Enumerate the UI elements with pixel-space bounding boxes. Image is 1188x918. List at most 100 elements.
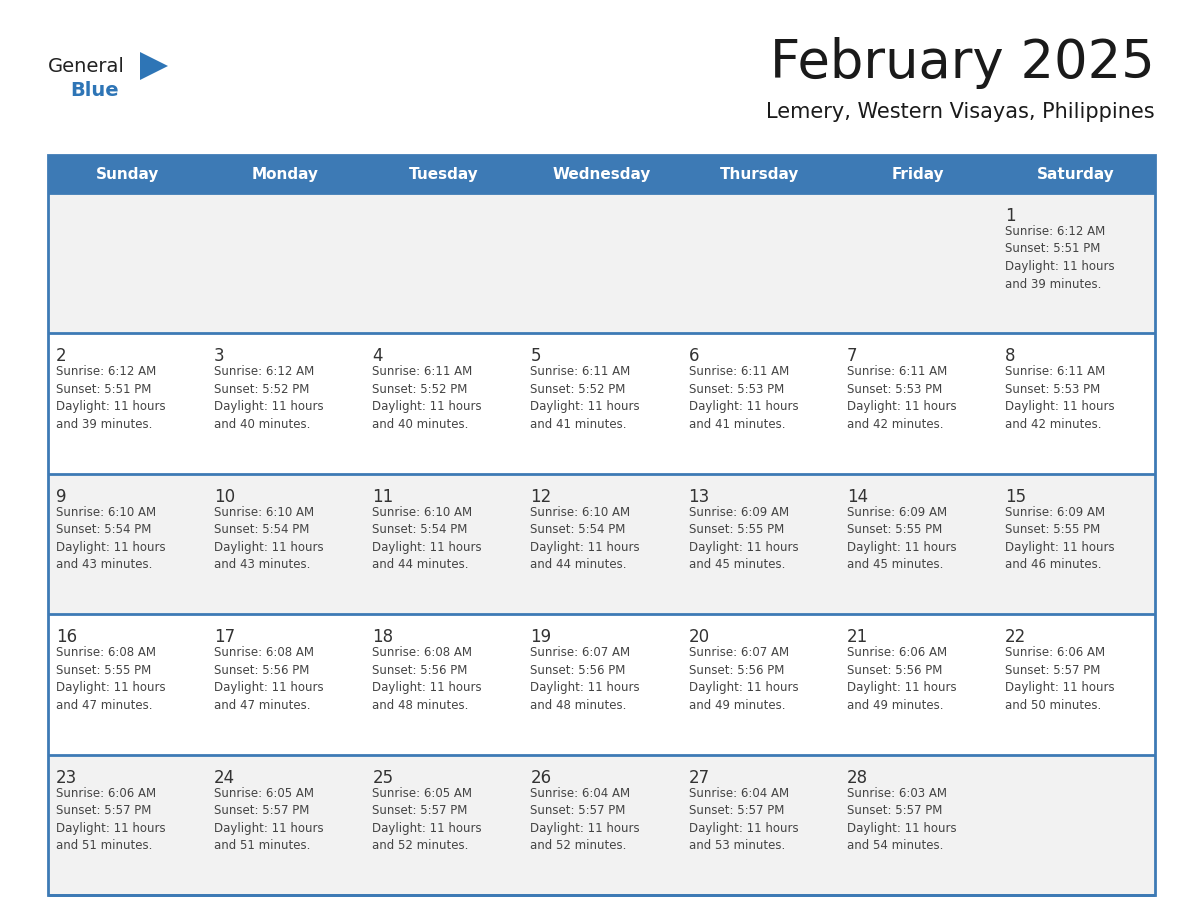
Text: Sunset: 5:53 PM: Sunset: 5:53 PM <box>689 383 784 396</box>
Text: 2: 2 <box>56 347 67 365</box>
Text: Sunrise: 6:11 AM: Sunrise: 6:11 AM <box>689 365 789 378</box>
Text: Sunrise: 6:11 AM: Sunrise: 6:11 AM <box>372 365 473 378</box>
Text: and 42 minutes.: and 42 minutes. <box>847 418 943 431</box>
Text: Sunset: 5:57 PM: Sunset: 5:57 PM <box>372 804 468 817</box>
Text: Sunrise: 6:12 AM: Sunrise: 6:12 AM <box>214 365 315 378</box>
Text: Daylight: 11 hours: Daylight: 11 hours <box>847 400 956 413</box>
Text: Blue: Blue <box>70 81 119 100</box>
Text: Daylight: 11 hours: Daylight: 11 hours <box>214 541 324 554</box>
Text: 4: 4 <box>372 347 383 365</box>
Bar <box>207 155 365 193</box>
Text: and 40 minutes.: and 40 minutes. <box>214 418 310 431</box>
Text: Daylight: 11 hours: Daylight: 11 hours <box>372 541 482 554</box>
Text: Sunrise: 6:06 AM: Sunrise: 6:06 AM <box>847 646 947 659</box>
Text: 14: 14 <box>847 487 868 506</box>
Text: and 50 minutes.: and 50 minutes. <box>1005 699 1101 711</box>
Bar <box>839 155 997 193</box>
Text: Sunday: Sunday <box>95 166 159 182</box>
Text: Daylight: 11 hours: Daylight: 11 hours <box>530 822 640 834</box>
Text: 1: 1 <box>1005 207 1016 225</box>
Text: Sunrise: 6:03 AM: Sunrise: 6:03 AM <box>847 787 947 800</box>
Text: 13: 13 <box>689 487 709 506</box>
Text: Sunrise: 6:04 AM: Sunrise: 6:04 AM <box>530 787 631 800</box>
Text: Daylight: 11 hours: Daylight: 11 hours <box>689 822 798 834</box>
Text: Sunrise: 6:06 AM: Sunrise: 6:06 AM <box>1005 646 1105 659</box>
Text: 25: 25 <box>372 768 393 787</box>
Text: Sunset: 5:51 PM: Sunset: 5:51 PM <box>56 383 151 396</box>
Text: Sunset: 5:52 PM: Sunset: 5:52 PM <box>530 383 626 396</box>
Text: Daylight: 11 hours: Daylight: 11 hours <box>847 822 956 834</box>
Text: and 53 minutes.: and 53 minutes. <box>689 839 785 852</box>
Text: Sunrise: 6:06 AM: Sunrise: 6:06 AM <box>56 787 156 800</box>
Text: February 2025: February 2025 <box>770 37 1155 89</box>
Text: and 39 minutes.: and 39 minutes. <box>56 418 152 431</box>
Text: and 40 minutes.: and 40 minutes. <box>372 418 468 431</box>
Text: 24: 24 <box>214 768 235 787</box>
Text: Daylight: 11 hours: Daylight: 11 hours <box>56 400 165 413</box>
Text: Sunrise: 6:10 AM: Sunrise: 6:10 AM <box>372 506 473 519</box>
Bar <box>48 193 1155 333</box>
Text: 28: 28 <box>847 768 868 787</box>
Text: Sunset: 5:56 PM: Sunset: 5:56 PM <box>847 664 942 677</box>
Text: Daylight: 11 hours: Daylight: 11 hours <box>847 681 956 694</box>
Text: Sunrise: 6:12 AM: Sunrise: 6:12 AM <box>1005 225 1105 238</box>
Text: Sunrise: 6:08 AM: Sunrise: 6:08 AM <box>214 646 314 659</box>
Text: Thursday: Thursday <box>720 166 800 182</box>
Text: Sunrise: 6:05 AM: Sunrise: 6:05 AM <box>214 787 314 800</box>
Text: Sunrise: 6:09 AM: Sunrise: 6:09 AM <box>689 506 789 519</box>
Text: and 47 minutes.: and 47 minutes. <box>214 699 310 711</box>
Text: Daylight: 11 hours: Daylight: 11 hours <box>530 681 640 694</box>
Text: Sunrise: 6:07 AM: Sunrise: 6:07 AM <box>530 646 631 659</box>
Text: 22: 22 <box>1005 628 1026 646</box>
Text: 3: 3 <box>214 347 225 365</box>
Text: 12: 12 <box>530 487 551 506</box>
Text: Sunset: 5:55 PM: Sunset: 5:55 PM <box>847 523 942 536</box>
Text: Sunset: 5:52 PM: Sunset: 5:52 PM <box>372 383 468 396</box>
Text: Sunrise: 6:08 AM: Sunrise: 6:08 AM <box>56 646 156 659</box>
Text: and 51 minutes.: and 51 minutes. <box>214 839 310 852</box>
Text: Lemery, Western Visayas, Philippines: Lemery, Western Visayas, Philippines <box>766 102 1155 122</box>
Text: Sunrise: 6:10 AM: Sunrise: 6:10 AM <box>56 506 156 519</box>
Text: Saturday: Saturday <box>1037 166 1114 182</box>
Text: 16: 16 <box>56 628 77 646</box>
Text: Daylight: 11 hours: Daylight: 11 hours <box>372 400 482 413</box>
Text: Sunset: 5:57 PM: Sunset: 5:57 PM <box>847 804 942 817</box>
Text: Daylight: 11 hours: Daylight: 11 hours <box>214 822 324 834</box>
Text: and 45 minutes.: and 45 minutes. <box>847 558 943 571</box>
Text: Sunrise: 6:10 AM: Sunrise: 6:10 AM <box>530 506 631 519</box>
Text: 10: 10 <box>214 487 235 506</box>
Text: 17: 17 <box>214 628 235 646</box>
Text: Sunrise: 6:10 AM: Sunrise: 6:10 AM <box>214 506 315 519</box>
Text: Sunset: 5:54 PM: Sunset: 5:54 PM <box>56 523 151 536</box>
Text: 26: 26 <box>530 768 551 787</box>
Text: Daylight: 11 hours: Daylight: 11 hours <box>1005 260 1114 273</box>
Text: and 41 minutes.: and 41 minutes. <box>530 418 627 431</box>
Text: and 39 minutes.: and 39 minutes. <box>1005 277 1101 290</box>
Polygon shape <box>140 52 168 80</box>
Text: Daylight: 11 hours: Daylight: 11 hours <box>56 822 165 834</box>
Text: Monday: Monday <box>252 166 318 182</box>
Text: Wednesday: Wednesday <box>552 166 651 182</box>
Text: Tuesday: Tuesday <box>409 166 479 182</box>
Text: 20: 20 <box>689 628 709 646</box>
Text: 21: 21 <box>847 628 868 646</box>
Text: Sunrise: 6:11 AM: Sunrise: 6:11 AM <box>1005 365 1105 378</box>
Text: Daylight: 11 hours: Daylight: 11 hours <box>214 400 324 413</box>
Text: and 43 minutes.: and 43 minutes. <box>214 558 310 571</box>
Text: Sunset: 5:55 PM: Sunset: 5:55 PM <box>689 523 784 536</box>
Bar <box>997 155 1155 193</box>
Text: Sunset: 5:54 PM: Sunset: 5:54 PM <box>214 523 310 536</box>
Text: Sunset: 5:53 PM: Sunset: 5:53 PM <box>1005 383 1100 396</box>
Text: Sunrise: 6:04 AM: Sunrise: 6:04 AM <box>689 787 789 800</box>
Text: Sunset: 5:56 PM: Sunset: 5:56 PM <box>689 664 784 677</box>
Text: Daylight: 11 hours: Daylight: 11 hours <box>847 541 956 554</box>
Bar <box>365 155 523 193</box>
Text: Daylight: 11 hours: Daylight: 11 hours <box>689 681 798 694</box>
Text: Sunset: 5:56 PM: Sunset: 5:56 PM <box>214 664 310 677</box>
Text: 27: 27 <box>689 768 709 787</box>
Text: 19: 19 <box>530 628 551 646</box>
Text: and 54 minutes.: and 54 minutes. <box>847 839 943 852</box>
Text: Sunset: 5:55 PM: Sunset: 5:55 PM <box>56 664 151 677</box>
Bar <box>523 155 681 193</box>
Text: Daylight: 11 hours: Daylight: 11 hours <box>372 822 482 834</box>
